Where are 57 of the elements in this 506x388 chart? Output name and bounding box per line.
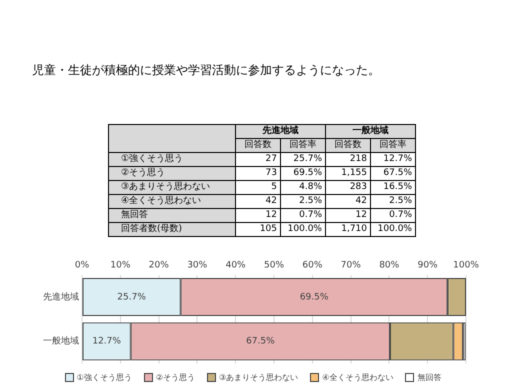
data-label: 2.5% [370, 194, 416, 208]
data-label: 4.8% [280, 180, 326, 194]
x-tick-label: 70% [340, 260, 362, 271]
legend-label: ④全くそう思わない [322, 372, 394, 383]
legend-label: 回答率 [370, 138, 416, 152]
x-tick-label: 20% [148, 260, 170, 271]
data-label: 67.5% [370, 166, 416, 180]
data-label: 218 [326, 152, 370, 166]
data-label: 73 [236, 166, 280, 180]
legend-label: 回答率 [280, 138, 326, 152]
x-tick-label: 10% [110, 260, 131, 271]
data-label: 100.0% [370, 222, 416, 236]
legend-label: 回答数 [326, 138, 370, 152]
legend-label: ①強くそう思う [76, 372, 132, 383]
data-label: 25.7% [280, 152, 326, 166]
data-label: 12 [236, 208, 280, 222]
data-label: 1,710 [326, 222, 370, 236]
data-label: 12.7% [92, 336, 122, 347]
x-tick-label: 100% [453, 260, 480, 271]
text: 先進地域 [236, 124, 326, 138]
series-label: ②そう思う [156, 372, 195, 383]
data-label: 283 [326, 180, 370, 194]
data-label: 69.5% [300, 292, 329, 302]
data-label: 67.5% [246, 336, 276, 347]
data-label: 0.7% [370, 208, 416, 222]
legend-label: ③あまりそう思わない [219, 372, 298, 383]
data-label: 25.7% [117, 292, 146, 302]
text: 回答数 [236, 138, 280, 152]
category-label: 無回答 [108, 208, 236, 222]
category-label: 回答者数(母数) [108, 222, 236, 236]
data-label: 12.7% [370, 152, 416, 166]
data-label: 5 [236, 180, 280, 194]
category-label: ③あまりそう思わない [108, 180, 236, 194]
category-label: ①強くそう思う [108, 152, 236, 166]
data-label: 16.5% [370, 180, 416, 194]
x-tick-label: 90% [418, 260, 438, 271]
data-label: 42 [236, 194, 280, 208]
x-tick-label: 60% [302, 260, 323, 271]
data-label: 105 [236, 222, 280, 236]
x-tick-label: 80% [379, 260, 400, 271]
x-tick-label: 50% [264, 260, 284, 271]
category-label: ②そう思う [108, 166, 236, 180]
data-label: 27 [236, 152, 280, 166]
x-tick-label: 30% [187, 260, 208, 271]
text: 児童・生徒が積極的に授業や学習活動に参加するようになった。 [32, 62, 380, 79]
data-label: 42 [326, 194, 370, 208]
data-label: 12 [326, 208, 370, 222]
x-tick-label: 0% [74, 260, 90, 271]
legend-label: 無回答 [417, 372, 442, 383]
data-label: 0.7% [280, 208, 326, 222]
data-label: 69.5% [280, 166, 326, 180]
text: 一般地域 [326, 124, 416, 138]
x-tick-label: 40% [226, 260, 246, 271]
data-label: 100.0% [280, 222, 326, 236]
category-label: ④全くそう思わない [108, 194, 236, 208]
data-label: 1,155 [326, 166, 370, 180]
data-label: 2.5% [280, 194, 326, 208]
